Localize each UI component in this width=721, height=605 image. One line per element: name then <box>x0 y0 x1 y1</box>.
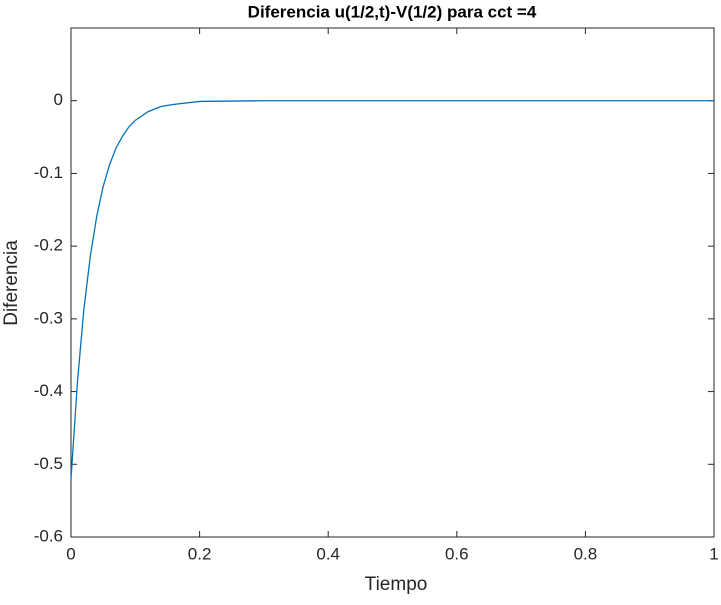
y-tick-label: -0.1 <box>34 163 63 182</box>
y-axis-label: Diferencia <box>1 240 22 326</box>
x-tick-label: 0.6 <box>445 544 469 563</box>
x-tick-label: 0.8 <box>574 544 598 563</box>
x-tick-label: 1 <box>709 544 718 563</box>
y-tick-label: -0.5 <box>34 454 63 473</box>
y-tick-label: -0.2 <box>34 236 63 255</box>
y-tick-label: -0.4 <box>34 381 63 400</box>
plot-area <box>70 27 715 538</box>
x-tick-label: 0 <box>66 544 75 563</box>
y-tick-label: -0.6 <box>34 526 63 545</box>
y-tick-label: -0.3 <box>34 308 63 327</box>
data-line <box>70 100 714 479</box>
x-axis-label: Tiempo <box>365 574 428 595</box>
chart-title: Diferencia u(1/2,t)-V(1/2) para cct =4 <box>248 2 537 21</box>
y-tick-label: 0 <box>54 90 63 109</box>
x-tick-label: 0.4 <box>316 544 340 563</box>
x-tick-label: 0.2 <box>188 544 212 563</box>
